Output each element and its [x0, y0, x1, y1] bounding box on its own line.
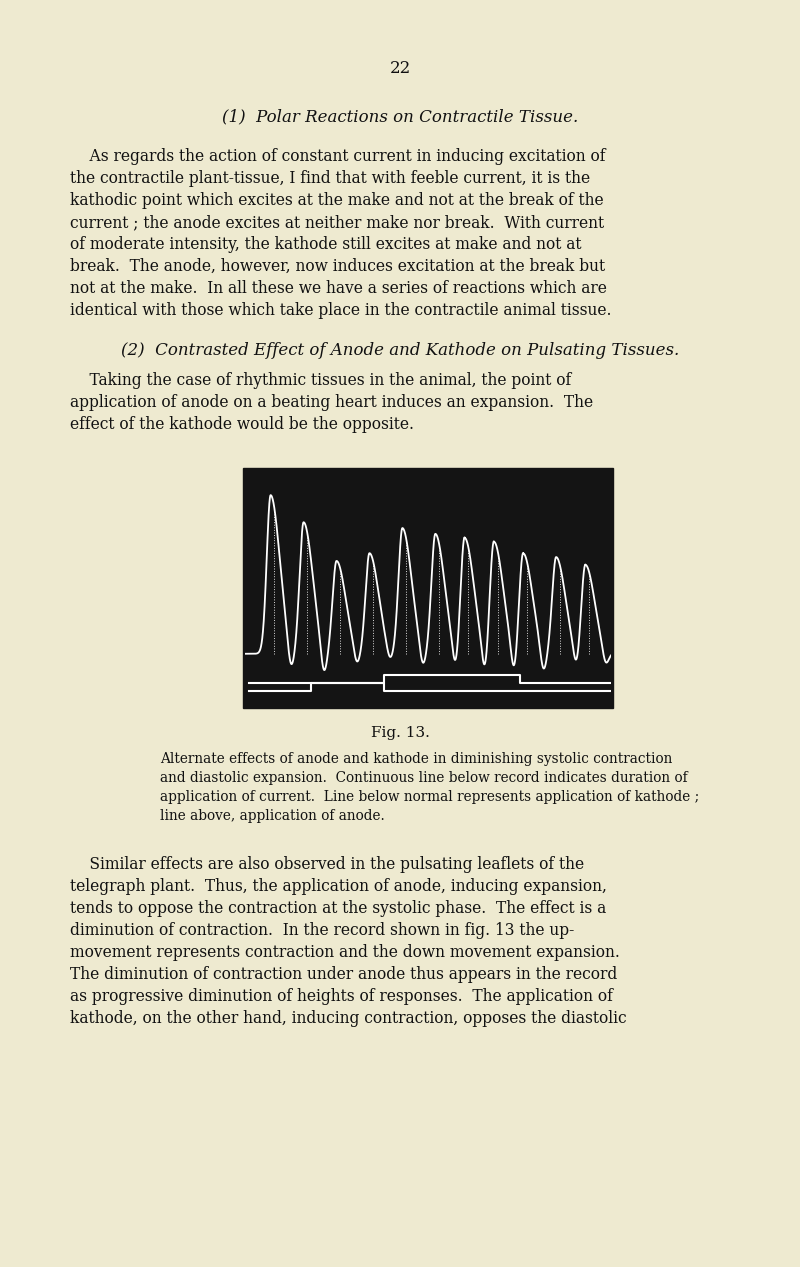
Text: the contractile plant-tissue, I find that with feeble current, it is the: the contractile plant-tissue, I find tha… — [70, 170, 590, 188]
Text: (2)  Contrasted Effect of Anode and Kathode on Pulsating Tissues.: (2) Contrasted Effect of Anode and Katho… — [121, 342, 679, 359]
Text: break.  The anode, however, now induces excitation at the break but: break. The anode, however, now induces e… — [70, 258, 605, 275]
Text: as progressive diminution of heights of responses.  The application of: as progressive diminution of heights of … — [70, 988, 613, 1005]
Text: current ; the anode excites at neither make nor break.  With current: current ; the anode excites at neither m… — [70, 214, 604, 231]
Text: telegraph plant.  Thus, the application of anode, inducing expansion,: telegraph plant. Thus, the application o… — [70, 878, 607, 895]
Text: kathode, on the other hand, inducing contraction, opposes the diastolic: kathode, on the other hand, inducing con… — [70, 1010, 626, 1028]
Text: identical with those which take place in the contractile animal tissue.: identical with those which take place in… — [70, 302, 611, 319]
Text: Similar effects are also observed in the pulsating leaflets of the: Similar effects are also observed in the… — [70, 856, 584, 873]
Text: Taking the case of rhythmic tissues in the animal, the point of: Taking the case of rhythmic tissues in t… — [70, 372, 571, 389]
Text: not at the make.  In all these we have a series of reactions which are: not at the make. In all these we have a … — [70, 280, 607, 296]
Text: (1)  Polar Reactions on Contractile Tissue.: (1) Polar Reactions on Contractile Tissu… — [222, 108, 578, 125]
Text: line above, application of anode.: line above, application of anode. — [160, 810, 385, 824]
Text: and diastolic expansion.  Continuous line below record indicates duration of: and diastolic expansion. Continuous line… — [160, 772, 688, 786]
Text: The diminution of contraction under anode thus appears in the record: The diminution of contraction under anod… — [70, 965, 618, 983]
Text: Fig. 13.: Fig. 13. — [370, 726, 430, 740]
Text: kathodic point which excites at the make and not at the break of the: kathodic point which excites at the make… — [70, 193, 604, 209]
Text: tends to oppose the contraction at the systolic phase.  The effect is a: tends to oppose the contraction at the s… — [70, 900, 606, 917]
Bar — [243, 468, 613, 708]
Text: Alternate effects of anode and kathode in diminishing systolic contraction: Alternate effects of anode and kathode i… — [160, 753, 672, 767]
Text: diminution of contraction.  In the record shown in fig. 13 the up-: diminution of contraction. In the record… — [70, 922, 574, 939]
Text: application of current.  Line below normal represents application of kathode ;: application of current. Line below norma… — [160, 791, 699, 805]
Text: application of anode on a beating heart induces an expansion.  The: application of anode on a beating heart … — [70, 394, 593, 411]
Text: As regards the action of constant current in inducing excitation of: As regards the action of constant curren… — [70, 148, 606, 165]
Text: movement represents contraction and the down movement expansion.: movement represents contraction and the … — [70, 944, 620, 960]
Text: 22: 22 — [390, 60, 410, 77]
Text: effect of the kathode would be the opposite.: effect of the kathode would be the oppos… — [70, 416, 414, 433]
Text: of moderate intensity, the kathode still excites at make and not at: of moderate intensity, the kathode still… — [70, 236, 582, 253]
